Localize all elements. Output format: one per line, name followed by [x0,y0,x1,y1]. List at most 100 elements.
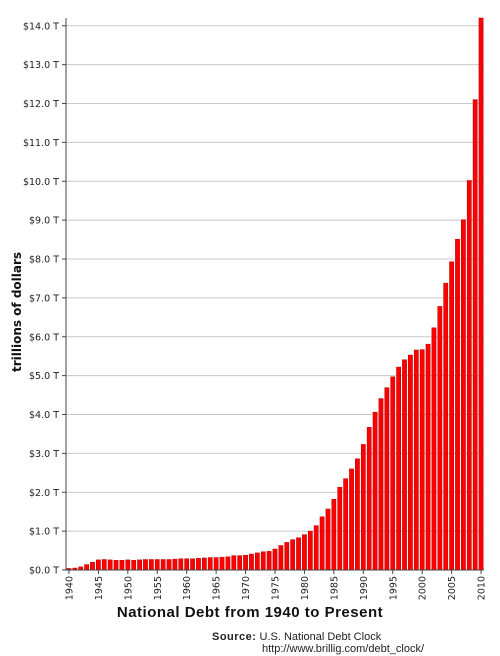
bar-1960 [184,558,190,571]
bar-1981 [307,530,313,571]
bar-1993 [378,398,384,571]
bar-1976 [278,545,284,571]
x-axis-ticks: 1940 1945 1950 1955 1960 1965 1970 1975 1980 1985… [64,570,488,600]
bar-2003 [437,306,443,571]
bar-1970 [243,554,248,571]
bar-1978 [290,539,296,571]
y-tick-label: $14.0 T [23,21,59,32]
bar-1980 [302,534,307,571]
bar-2007 [461,219,466,571]
bar-1999 [413,349,419,571]
bar-1979 [296,537,301,571]
bar-1955 [154,559,160,571]
x-tick-label: 1995 [388,576,399,600]
bar-1974 [266,551,272,571]
bar-1972 [254,552,260,571]
bar-2006 [455,238,460,571]
bar-1984 [325,508,331,571]
bar-1996 [396,366,402,571]
bar-1983 [319,516,325,571]
x-tick-label: 1970 [241,576,252,600]
x-tick-label: 1980 [300,576,311,600]
bar-1991 [366,427,372,571]
bar-1997 [402,359,407,571]
bar-1998 [408,354,413,571]
bar-1977 [284,542,290,571]
bar-1949 [119,560,125,571]
bar-1947 [107,559,113,571]
source-text: U.S. National Debt Clock [259,631,382,643]
y-axis-label: trillions of dollars [10,252,24,372]
x-tick-label: 2005 [447,576,458,600]
bar-1959 [178,558,184,571]
bar-2009 [472,99,478,571]
bar-1987 [343,478,349,571]
x-tick-label: 2000 [418,576,429,600]
y-tick-label: $5.0 T [29,371,59,382]
bar-2002 [431,327,437,571]
bar-1986 [337,486,343,571]
y-tick-label: $12.0 T [23,99,59,110]
y-tick-label: $2.0 T [29,488,59,499]
bar-1989 [355,458,360,571]
bar-1946 [101,559,107,571]
y-tick-label: $9.0 T [29,216,59,227]
bar-2000 [419,349,425,571]
bar-1968 [231,555,237,571]
gridlines [66,25,484,532]
bar-1952 [137,559,142,571]
bar-1973 [260,551,266,571]
bar-1990 [360,444,366,571]
x-tick-label: 1985 [329,576,340,600]
y-tick-label: $0.0 T [29,566,59,577]
bar-2008 [466,180,472,571]
y-tick-label: $6.0 T [29,332,59,343]
x-tick-label: 1965 [212,576,223,600]
bar-1961 [190,558,195,571]
y-axis-ticks: $0.0 T $1.0 T $2.0 T $3.0 T $4.0 T $5.0 T $6.0… [23,21,66,577]
y-tick-label: $11.0 T [23,138,59,149]
x-tick-label: 2010 [477,576,488,600]
bar-1953 [143,559,148,571]
bar-1971 [249,553,254,571]
bar-1948 [113,560,119,571]
bar-1963 [201,557,207,571]
y-tick-label: $4.0 T [29,410,59,421]
x-tick-label: 1990 [359,576,370,600]
bar-2004 [443,282,449,571]
bar-2010 [478,17,484,571]
y-tick-label: $10.0 T [23,177,59,188]
bar-1965 [213,557,219,571]
bar-1985 [331,499,337,571]
x-tick-label: 1960 [182,576,193,600]
bar-2001 [425,343,431,571]
x-tick-label: 1975 [271,576,282,600]
source-url: http://www.brillig.com/debt_clock/ [262,643,425,655]
x-tick-label: 1955 [153,576,164,600]
x-tick-label: 1940 [64,576,75,600]
y-tick-label: $8.0 T [29,255,59,266]
bar-1956 [160,559,166,571]
y-tick-label: $1.0 T [29,527,59,538]
bar-1988 [349,468,354,571]
chart-title: National Debt from 1940 to Present [116,604,384,621]
bar-1992 [372,411,378,571]
bar-1944 [90,561,95,571]
y-tick-label: $3.0 T [29,449,59,460]
source-label: Source: [212,631,257,643]
bar-1962 [196,558,201,571]
bar-1964 [207,557,213,571]
bar-1943 [84,564,89,571]
x-tick-label: 1950 [123,576,134,600]
bar-1994 [384,387,390,571]
bar-1975 [272,548,278,571]
bar-1995 [390,376,396,571]
bars [66,17,484,571]
bar-1969 [237,555,243,571]
bar-1966 [219,556,225,571]
bar-1950 [125,559,131,571]
x-tick-label: 1945 [94,576,105,600]
bar-1945 [96,559,101,571]
bar-1982 [313,525,319,571]
